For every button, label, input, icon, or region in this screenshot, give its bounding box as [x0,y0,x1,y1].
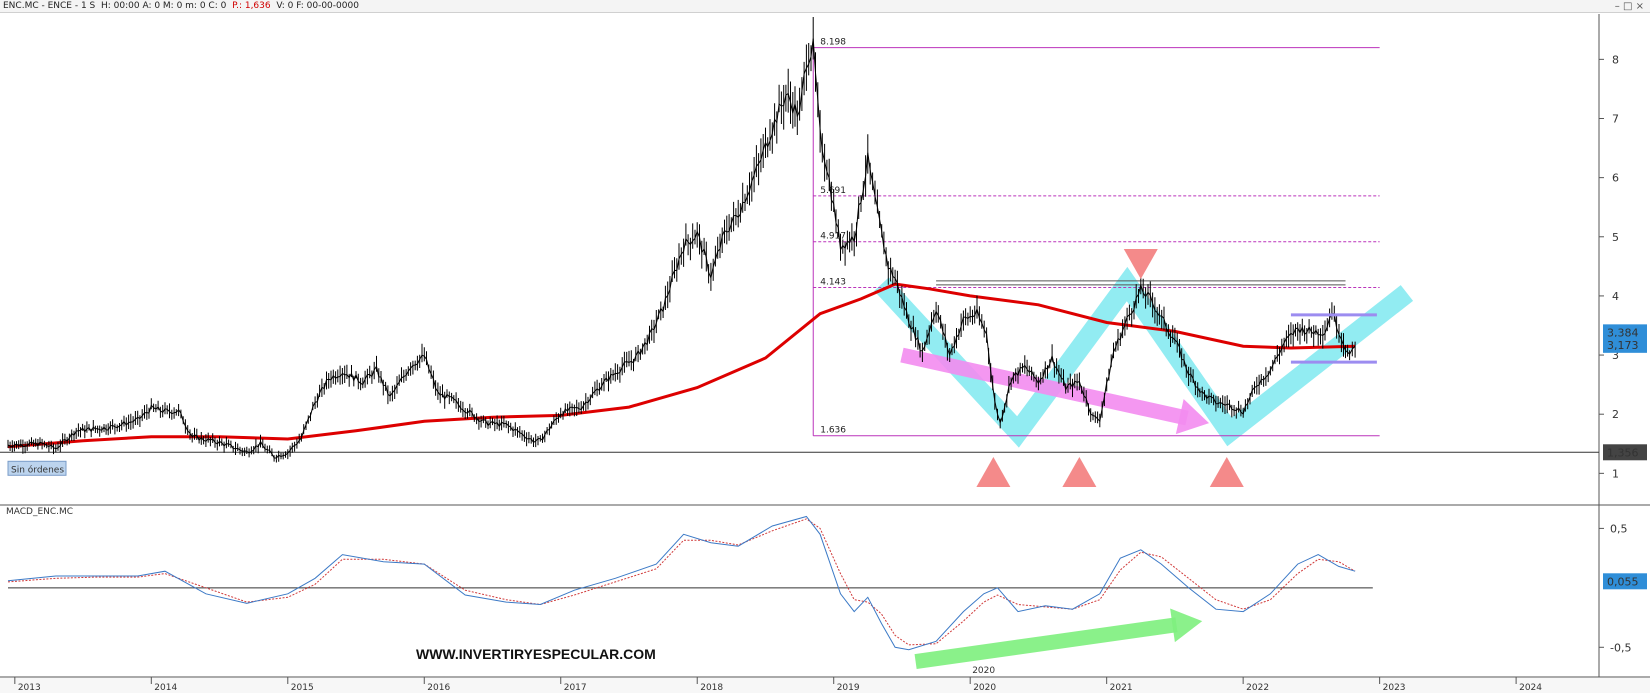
x-tick-label: 2022 [1246,683,1269,693]
y-tick-label: 3 [1612,349,1619,362]
close-icon[interactable]: × [1635,1,1644,12]
fib-level-label: 8.198 [820,38,846,48]
y-tick-label: 5 [1612,231,1619,244]
price-label-text: 3,173 [1607,339,1639,352]
chart-header: ENC.MC - ENCE - 1 S H: 00:00 A: 0 M: 0 m… [0,0,1650,13]
window-controls: – □ × [1615,0,1644,13]
price-label-box [1603,336,1647,353]
x-tick-label: 2018 [700,683,723,693]
y-tick-label: 7 [1612,112,1619,125]
fib-level-label: 4.917 [820,232,846,242]
magenta-trend-arrow [900,347,1189,426]
macd-value-box [1603,573,1647,590]
price-line [7,38,1356,459]
macd-line [7,515,1356,651]
macd-value-text: 0,055 [1607,575,1639,588]
fib-level-label: 4.143 [820,277,846,287]
price-label-text: 3,384 [1607,326,1639,339]
triangle-up-icon [976,457,1011,487]
y-tick-label: 1 [1612,467,1619,480]
moving-average-line [7,282,1356,449]
price-label: 3,173 [1603,336,1647,353]
x-tick-label: 2013 [18,683,41,693]
price-label: 3,384 [1603,324,1647,341]
x-tick-label: 2020 [973,683,996,693]
ohlc-values: H: 00:00 A: 0 M: 0 m: 0 C: 0 [100,1,227,11]
price-label: 1,356 [1603,444,1647,461]
macd-signal-line [7,518,1356,646]
x-tick-label: 2019 [837,683,860,693]
order-badge-text: Sin órdenes [11,464,64,475]
y-tick-label: 8 [1612,53,1619,66]
x-tick-label: 2021 [1110,683,1133,693]
y-tick-label: 2 [1612,408,1619,421]
time-axis-strip [0,678,1650,693]
x-tick-label: 2024 [1519,683,1542,693]
macd-value-label: 0,055 [1603,573,1647,590]
watermark: WWW.INVERTIRYESPECULAR.COM [416,646,656,662]
order-badge-box[interactable] [7,460,67,476]
volume-date-values: V: 0 F: 00-00-0000 [276,1,359,11]
price-label-box [1603,324,1647,341]
green-trend-arrow [914,617,1178,669]
macd-y-tick-label: 0,5 [1610,522,1628,535]
x-tick-label: 2023 [1383,683,1406,693]
macd-title: MACD_ENC.MC [6,507,73,517]
instrument-label: ENC.MC - ENCE - 1 S [3,1,96,11]
chart-background [0,14,1650,693]
triangle-down-icon [1123,249,1158,279]
maximize-icon[interactable]: □ [1622,1,1633,12]
triangle-up-icon [1062,457,1097,487]
magenta-arrow-head [1175,399,1210,435]
price-label-box [1603,444,1647,461]
x-tick-label: 2015 [291,683,314,693]
y-tick-label: 4 [1612,290,1619,303]
macd-y-tick-label: -0,5 [1610,641,1631,654]
price-value: P.: 1,636 [232,1,271,11]
fib-level-label: 1.636 [820,426,846,436]
green-arrow-head [1170,608,1203,643]
x-tick-label: 2017 [564,683,587,693]
order-status-badge[interactable]: Sin órdenes [7,460,67,476]
y-tick-label: 6 [1612,172,1619,185]
price-label-text: 1,356 [1607,446,1639,459]
triangle-up-icon [1209,457,1244,487]
minimize-icon[interactable]: – [1614,1,1620,12]
fib-level-label: 5.691 [820,186,846,196]
macd-year-label: 2020 [972,666,995,676]
x-tick-label: 2014 [154,683,177,693]
cyan-zigzag-pattern [874,266,1414,448]
x-tick-label: 2016 [427,683,450,693]
